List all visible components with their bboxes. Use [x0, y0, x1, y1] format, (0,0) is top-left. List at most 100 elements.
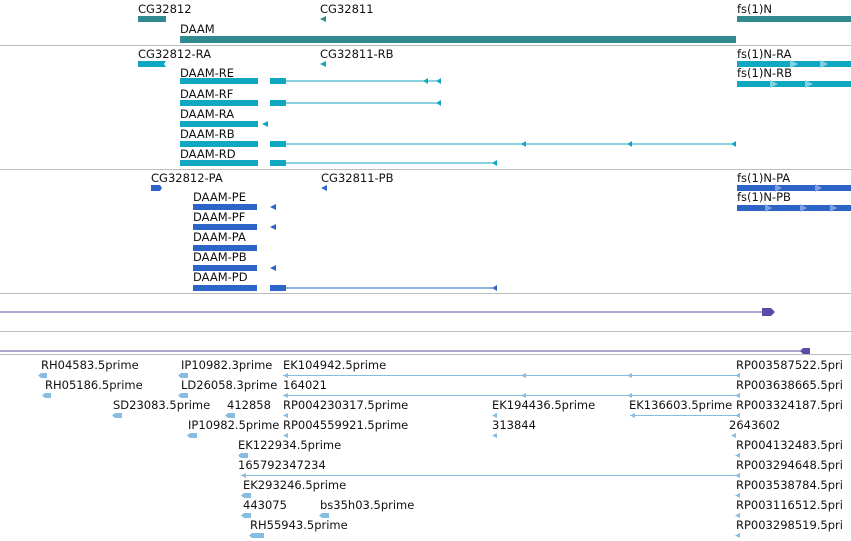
read-label[interactable]: RP004230317.5prime [283, 398, 409, 412]
protein-label-daam-pf[interactable]: DAAM-PF [193, 210, 246, 224]
read-label[interactable]: RP003294648.5pri [736, 458, 843, 472]
protein-daam-pe-glyph[interactable] [193, 204, 276, 210]
protein-label-cg32811-pb[interactable]: CG32811-PB [321, 171, 394, 185]
read-label[interactable]: RP003538784.5pri [736, 478, 843, 492]
transcript-cg32812-ra-glyph[interactable] [138, 61, 166, 67]
read-glyph[interactable] [735, 453, 740, 458]
read-glyph[interactable] [178, 393, 188, 398]
gene-cg32812-glyph[interactable] [138, 16, 166, 22]
read-label[interactable]: RP003298519.5pri [736, 518, 843, 532]
protein-cg32811-pb-glyph[interactable] [321, 185, 327, 191]
read-label[interactable]: RP004559921.5prime [283, 418, 409, 432]
protein-label-daam-pd[interactable]: DAAM-PD [193, 270, 248, 284]
read-glyph[interactable] [249, 533, 264, 538]
read-label[interactable]: 412858 [227, 398, 271, 412]
read-glyph[interactable] [42, 393, 51, 398]
transcript-label-daam-re[interactable]: DAAM-RE [180, 66, 235, 80]
read-label[interactable]: SD23083.5prime [113, 398, 211, 412]
read-glyph[interactable] [283, 433, 288, 438]
read-label[interactable]: RP004132483.5pri [736, 438, 843, 452]
read-label[interactable]: RP003116512.5pri [736, 498, 843, 512]
protein-label-daam-pa[interactable]: DAAM-PA [193, 230, 246, 244]
protein-fs1n-pb-glyph[interactable] [737, 204, 851, 212]
protein-label-daam-pe[interactable]: DAAM-PE [193, 190, 246, 204]
transcript-label-daam-rf[interactable]: DAAM-RF [180, 87, 234, 101]
alignment-feature-glyph[interactable] [0, 308, 775, 316]
read-label[interactable]: RP003324187.5pri [736, 398, 843, 412]
gene-label-cg32811[interactable]: CG32811 [320, 2, 374, 16]
gene-label-cg32812[interactable]: CG32812 [138, 2, 192, 16]
read-label[interactable]: 2643602 [729, 418, 781, 432]
read-glyph[interactable] [735, 493, 740, 498]
read-glyph[interactable] [319, 513, 329, 518]
protein-daam-pd-glyph[interactable] [193, 285, 497, 291]
gene-label-fs1n[interactable]: fs(1)N [737, 2, 772, 16]
protein-daam-pa-glyph[interactable] [193, 245, 257, 251]
read-label[interactable]: 164021 [283, 378, 327, 392]
read-glyph[interactable] [492, 433, 497, 438]
transcript-label-daam-rd[interactable]: DAAM-RD [180, 147, 236, 161]
read-glyph[interactable] [238, 453, 248, 458]
read-label[interactable]: EK122934.5prime [238, 438, 342, 452]
read-glyph[interactable] [112, 413, 122, 418]
read-label[interactable]: 443075 [243, 498, 287, 512]
transcript-label-daam-ra[interactable]: DAAM-RA [180, 107, 235, 121]
transcript-label-daam-rb[interactable]: DAAM-RB [180, 127, 235, 141]
read-label[interactable]: 313844 [492, 418, 536, 432]
gene-fs1n-glyph[interactable] [737, 16, 851, 22]
transcript-label-fs1n-ra[interactable]: fs(1)N-RA [737, 47, 792, 61]
transcript-daam-re-glyph[interactable] [180, 78, 441, 84]
read-label[interactable]: RH04583.5prime [41, 358, 139, 372]
read-label[interactable]: RH05186.5prime [45, 378, 143, 392]
read-glyph[interactable] [735, 533, 740, 538]
read-glyph[interactable] [492, 413, 497, 418]
read-glyph[interactable] [630, 413, 740, 418]
read-glyph[interactable] [731, 433, 736, 438]
protein-daam-pb-glyph[interactable] [193, 265, 276, 271]
read-label[interactable]: IP10982.3prime [181, 358, 273, 372]
read-label[interactable]: bs35h03.5prime [320, 498, 415, 512]
transcript-label-cg32812-ra[interactable]: CG32812-RA [138, 47, 212, 61]
protein-label-cg32812-pa[interactable]: CG32812-PA [151, 171, 223, 185]
read-label[interactable]: RP003587522.5pri [736, 358, 843, 372]
read-label[interactable]: RP003638665.5pri [736, 378, 843, 392]
alignment-feature-glyph-2[interactable] [0, 348, 810, 354]
read-label[interactable]: LD26058.3prime [181, 378, 278, 392]
gene-label-daam[interactable]: DAAM [180, 22, 215, 36]
read-glyph[interactable] [225, 413, 235, 418]
protein-label-daam-pb[interactable]: DAAM-PB [193, 250, 247, 264]
read-glyph[interactable] [241, 473, 740, 478]
read-label[interactable]: EK136603.5prime [629, 398, 733, 412]
read-glyph[interactable] [178, 373, 188, 378]
read-label[interactable]: EK104942.5prime [283, 358, 387, 372]
read-label[interactable]: 165792347234 [238, 458, 326, 472]
gene-daam-glyph[interactable] [180, 36, 736, 43]
read-glyph[interactable] [38, 373, 47, 378]
transcript-fs1n-rb-glyph[interactable] [737, 80, 851, 88]
read-glyph[interactable] [241, 513, 251, 518]
protein-label-fs1n-pb[interactable]: fs(1)N-PB [737, 190, 791, 204]
transcript-label-cg32811-rb[interactable]: CG32811-RB [320, 47, 394, 61]
read-glyph[interactable] [735, 513, 740, 518]
read-label[interactable]: EK194436.5prime [492, 398, 596, 412]
protein-fs1n-pa-glyph[interactable] [737, 184, 851, 192]
transcript-daam-rb-glyph[interactable] [180, 141, 736, 147]
transcript-daam-rf-glyph[interactable] [180, 100, 441, 106]
protein-label-fs1n-pa[interactable]: fs(1)N-PA [737, 171, 791, 185]
transcript-daam-rd-glyph[interactable] [180, 160, 497, 166]
read-label[interactable]: EK293246.5prime [243, 478, 347, 492]
transcript-daam-ra-glyph[interactable] [180, 121, 268, 127]
read-glyph[interactable] [283, 393, 740, 398]
transcript-cg32811-rb-glyph[interactable] [320, 61, 326, 67]
read-label[interactable]: IP10982.5prime [188, 418, 280, 432]
protein-daam-pf-glyph[interactable] [193, 224, 276, 230]
read-glyph[interactable] [283, 373, 740, 378]
transcript-fs1n-ra-glyph[interactable] [737, 60, 851, 68]
read-glyph[interactable] [241, 493, 251, 498]
read-glyph[interactable] [187, 433, 197, 438]
gene-cg32811-glyph[interactable] [320, 16, 326, 22]
transcript-label-fs1n-rb[interactable]: fs(1)N-RB [737, 66, 792, 80]
protein-cg32812-pa-glyph[interactable] [151, 185, 162, 191]
read-glyph[interactable] [283, 413, 288, 418]
read-label[interactable]: RH55943.5prime [250, 518, 348, 532]
